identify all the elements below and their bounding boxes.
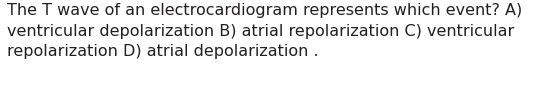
Text: The T wave of an electrocardiogram represents which event? A)
ventricular depola: The T wave of an electrocardiogram repre… xyxy=(7,3,522,59)
